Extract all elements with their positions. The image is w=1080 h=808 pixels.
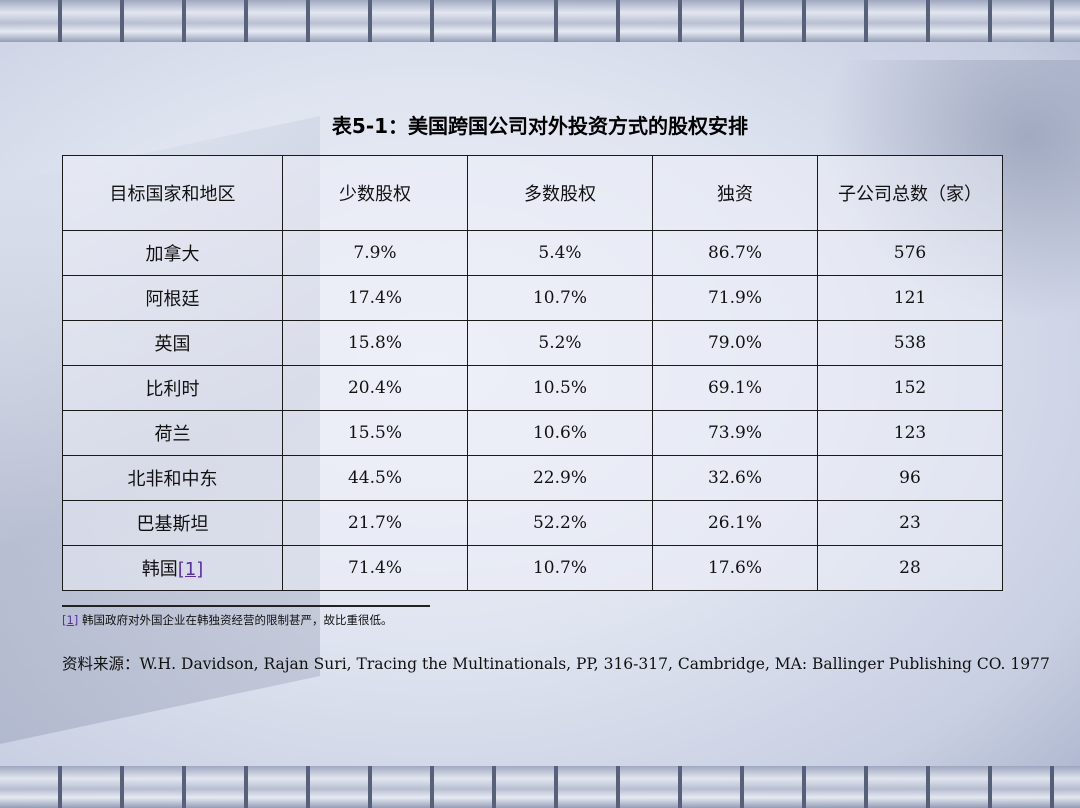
cell-minority: 21.7% <box>282 500 468 546</box>
cell-majority: 10.5% <box>467 365 653 411</box>
cell-region: 加拿大 <box>62 230 283 276</box>
footnote-text: 韩国政府对外国企业在韩独资经营的限制甚严，故比重很低。 <box>81 613 393 627</box>
source-citation: 资料来源：W.H. Davidson, Rajan Suri, Tracing … <box>62 652 1062 674</box>
cell-total: 28 <box>817 545 1003 591</box>
cell-total: 23 <box>817 500 1003 546</box>
table-row: 荷兰 15.5% 10.6% 73.9% 123 <box>62 410 1003 456</box>
table-row: 加拿大 7.9% 5.4% 86.7% 576 <box>62 230 1003 276</box>
cell-minority: 71.4% <box>282 545 468 591</box>
footnote-divider <box>62 605 430 607</box>
cell-majority: 22.9% <box>467 455 653 501</box>
decorative-bottom-band <box>0 766 1080 808</box>
header-region: 目标国家和地区 <box>62 155 283 231</box>
cell-wholly: 86.7% <box>652 230 818 276</box>
cell-minority: 7.9% <box>282 230 468 276</box>
cell-minority: 20.4% <box>282 365 468 411</box>
footnote-link[interactable]: [1] <box>177 559 204 580</box>
cell-total: 121 <box>817 275 1003 321</box>
cell-minority: 15.5% <box>282 410 468 456</box>
cell-wholly: 71.9% <box>652 275 818 321</box>
header-majority: 多数股权 <box>467 155 653 231</box>
cell-wholly: 32.6% <box>652 455 818 501</box>
cell-total: 123 <box>817 410 1003 456</box>
cell-region: 北非和中东 <box>62 455 283 501</box>
cell-total: 96 <box>817 455 1003 501</box>
cell-majority: 52.2% <box>467 500 653 546</box>
cell-wholly: 73.9% <box>652 410 818 456</box>
decorative-top-band <box>0 0 1080 42</box>
cell-majority: 5.2% <box>467 320 653 366</box>
header-minority: 少数股权 <box>282 155 468 231</box>
cell-total: 538 <box>817 320 1003 366</box>
cell-region: 荷兰 <box>62 410 283 456</box>
cell-minority: 17.4% <box>282 275 468 321</box>
region-name: 韩国 <box>141 559 178 580</box>
source-text: W.H. Davidson, Rajan Suri, Tracing the M… <box>139 655 1050 673</box>
cell-majority: 10.7% <box>467 275 653 321</box>
cell-majority: 10.6% <box>467 410 653 456</box>
cell-wholly: 79.0% <box>652 320 818 366</box>
source-label: 资料来源： <box>62 655 140 673</box>
table-row: 北非和中东 44.5% 22.9% 32.6% 96 <box>62 455 1003 501</box>
cell-wholly: 26.1% <box>652 500 818 546</box>
equity-table: 目标国家和地区 少数股权 多数股权 独资 子公司总数（家） 加拿大 7.9% 5… <box>62 155 1003 591</box>
cell-majority: 10.7% <box>467 545 653 591</box>
cell-wholly: 17.6% <box>652 545 818 591</box>
footnote: [1] 韩国政府对外国企业在韩独资经营的限制甚严，故比重很低。 <box>62 612 392 628</box>
cell-minority: 44.5% <box>282 455 468 501</box>
cell-total: 152 <box>817 365 1003 411</box>
cell-region: 阿根廷 <box>62 275 283 321</box>
table-title: 表5-1：美国跨国公司对外投资方式的股权安排 <box>331 114 749 138</box>
cell-total: 576 <box>817 230 1003 276</box>
header-wholly-owned: 独资 <box>652 155 818 231</box>
cell-minority: 15.8% <box>282 320 468 366</box>
cell-region: 巴基斯坦 <box>62 500 283 546</box>
table-row: 韩国[1] 71.4% 10.7% 17.6% 28 <box>62 545 1003 591</box>
table-row: 比利时 20.4% 10.5% 69.1% 152 <box>62 365 1003 411</box>
cell-majority: 5.4% <box>467 230 653 276</box>
table-row: 阿根廷 17.4% 10.7% 71.9% 121 <box>62 275 1003 321</box>
table-header-row: 目标国家和地区 少数股权 多数股权 独资 子公司总数（家） <box>62 155 1003 231</box>
header-subsidiary-total: 子公司总数（家） <box>817 155 1003 231</box>
cell-wholly: 69.1% <box>652 365 818 411</box>
table-row: 巴基斯坦 21.7% 52.2% 26.1% 23 <box>62 500 1003 546</box>
footnote-ref-link[interactable]: [1] <box>62 613 79 627</box>
cell-region: 英国 <box>62 320 283 366</box>
cell-region: 比利时 <box>62 365 283 411</box>
cell-region: 韩国[1] <box>62 545 283 591</box>
table-row: 英国 15.8% 5.2% 79.0% 538 <box>62 320 1003 366</box>
